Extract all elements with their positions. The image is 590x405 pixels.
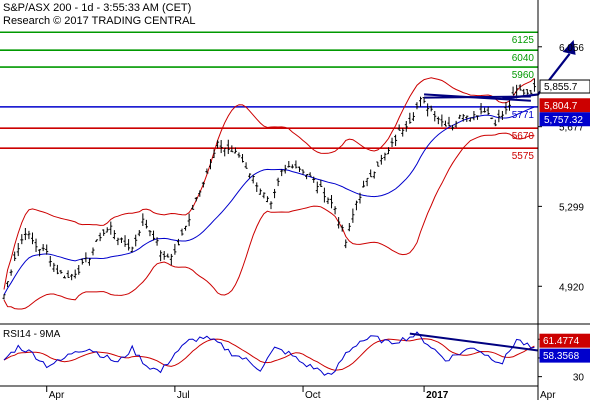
rsi-layer xyxy=(3,331,539,376)
time-axis-label: 2017 xyxy=(426,390,449,400)
forecast-arrow-head xyxy=(562,39,576,55)
rsi-marker-box xyxy=(539,348,590,363)
level-label-5771: 5771 xyxy=(512,110,535,121)
price-marker-label: 5,855.7 xyxy=(544,82,578,93)
level-label-6040: 6040 xyxy=(512,53,535,64)
price-marker-box xyxy=(539,79,590,94)
level-label-6125: 6125 xyxy=(512,35,535,46)
rsi-trendline xyxy=(409,332,539,352)
level-label-5960: 5960 xyxy=(512,70,535,81)
labels-layer: 6125 6040 5960 5771 5670 5575 5,855.7 5,804.7 5,… xyxy=(512,35,590,363)
bollinger-layer xyxy=(3,77,535,310)
level-label-5575: 5575 xyxy=(512,151,535,162)
time-axis-label: Jul xyxy=(177,390,190,400)
rsi-marker-box xyxy=(539,333,590,348)
time-axis-label: Apr xyxy=(49,390,65,400)
rsi-panel-label: RSI14 - 9MA xyxy=(3,329,61,340)
price-marker-box xyxy=(539,112,590,127)
bollinger-lower-band xyxy=(3,132,535,310)
price-marker-label: 5,757.32 xyxy=(544,115,583,126)
rsi-marker-label: 58.3568 xyxy=(543,351,580,362)
price-axis-tick-label: 4,920 xyxy=(559,282,584,293)
rsi-ma-line xyxy=(3,338,535,371)
chart-title: S&P/ASX 200 - 1d - 3:55:33 AM (CET) xyxy=(3,2,191,14)
rsi-line xyxy=(3,331,535,376)
levels-layer xyxy=(0,31,538,149)
price-bars-layer xyxy=(2,78,536,300)
price-marker-box xyxy=(539,98,590,113)
rsi-marker-label: 61.4774 xyxy=(543,336,580,347)
time-axis-label: Oct xyxy=(305,390,321,400)
price-axis-tick-label: 5,677 xyxy=(559,123,584,134)
price-marker-label: 5,804.7 xyxy=(544,101,578,112)
bollinger-upper-band xyxy=(3,77,535,290)
time-axis-label: Apr xyxy=(540,390,556,400)
moving-average-line xyxy=(3,106,535,296)
level-label-5670: 5670 xyxy=(512,131,535,142)
price-axis-tick-label: 6,056 xyxy=(559,43,584,54)
chart-subtitle: Research © 2017 TRADING CENTRAL xyxy=(3,15,196,27)
rsi-axis-tick-label: 30 xyxy=(573,373,585,384)
price-axis-tick-label: 5,299 xyxy=(559,202,584,213)
